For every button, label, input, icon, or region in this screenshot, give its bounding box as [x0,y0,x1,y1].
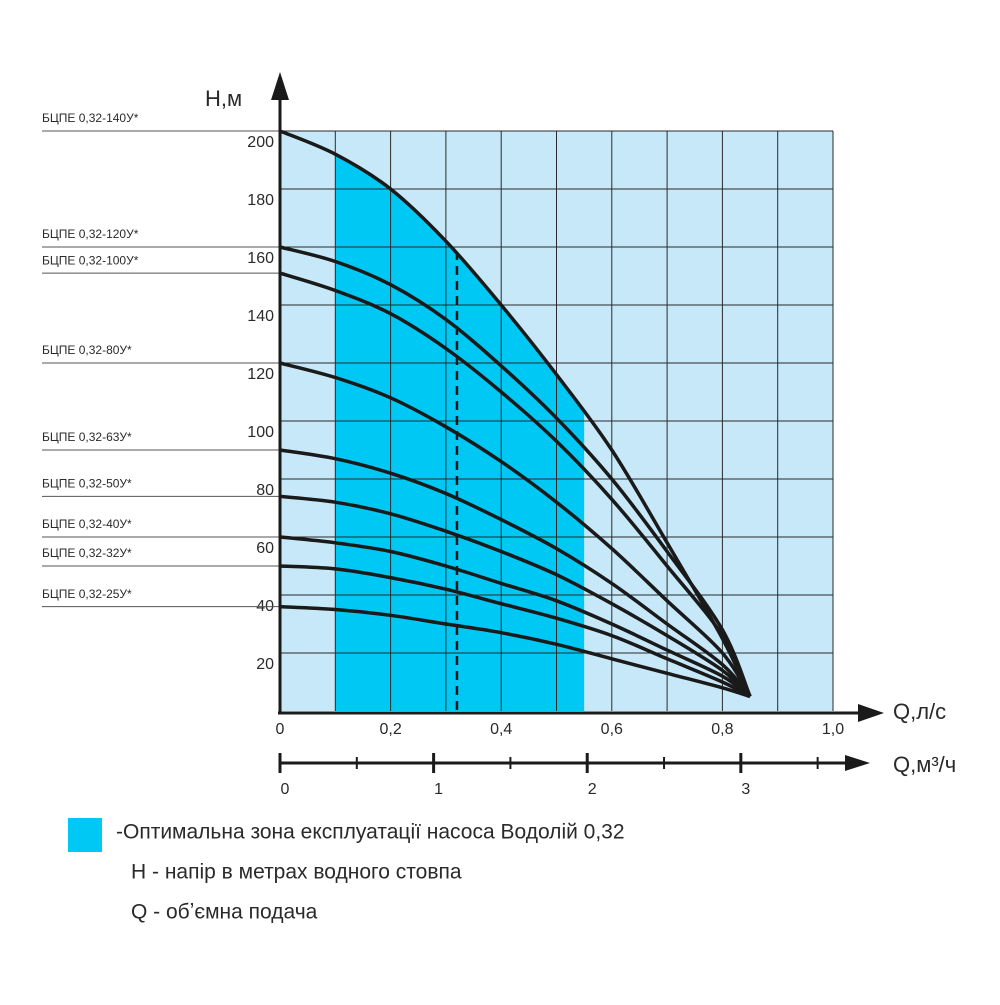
x2-axis-arrow [845,755,870,771]
x2-tick-label: 1 [434,781,443,798]
y-tick-label: 200 [247,134,274,151]
pump-curve [279,564,751,699]
note: H - напір в метрах водного стовпа [131,861,462,884]
x2-axis-label: Q,м³/ч [893,752,956,777]
series-label: БЦПЕ 0,32-100У* [42,253,139,267]
y-tick-label: 100 [247,424,274,441]
series-label: БЦПЕ 0,32-25У* [42,587,132,601]
x2-tick-label: 2 [588,781,597,798]
x2-tick-label: 0 [281,781,290,798]
x2-tick-label: 3 [741,781,750,798]
pump-curve [279,535,752,698]
x-tick-label: 0,6 [601,721,623,738]
series-label: БЦПЕ 0,32-32У* [42,546,132,560]
x-tick-label: 1,0 [822,721,844,738]
note: Q - обʼємна подача [131,901,318,924]
pump-curve [279,245,752,698]
y-tick-label: 140 [247,308,274,325]
pump-curve [279,604,751,699]
x-axis-label: Q,л/с [893,699,946,724]
y-tick-label: 180 [247,192,274,209]
series-label: БЦПЕ 0,32-120У* [42,227,139,241]
pump-curve [279,361,752,698]
x-axis-arrow [858,704,884,722]
series-label: БЦПЕ 0,32-40У* [42,517,132,531]
pump-curve [279,494,752,698]
x-tick-label: 0,4 [490,721,512,738]
y-tick-label: 80 [256,482,274,499]
pump-curve [279,448,752,698]
legend-zone-label: -Оптимальна зона експлуатації насоса Вод… [116,821,625,844]
x-tick-label: 0,2 [379,721,401,738]
series-label: БЦПЕ 0,32-140У* [42,111,139,125]
series-label: БЦПЕ 0,32-80У* [42,343,132,357]
y-tick-label: 20 [256,656,274,673]
x-tick-label: 0,8 [711,721,733,738]
y-tick-label: 60 [256,540,274,557]
x-tick-label: 0 [276,721,285,738]
series-label: БЦПЕ 0,32-50У* [42,477,132,491]
y-axis-arrow [271,72,289,100]
legend-swatch [68,818,102,852]
y-tick-label: 160 [247,250,274,267]
y-axis-label: H,м [205,86,242,111]
y-tick-label: 120 [247,366,274,383]
series-label: БЦПЕ 0,32-63У* [42,430,132,444]
pump-curve [279,271,752,698]
